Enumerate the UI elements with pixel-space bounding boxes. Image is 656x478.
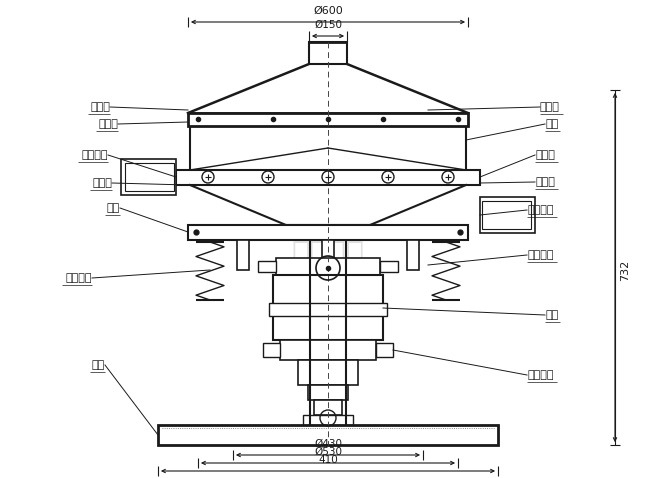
Bar xyxy=(273,275,383,340)
Text: 挡球环: 挡球环 xyxy=(535,150,555,160)
Bar xyxy=(322,240,334,270)
Text: 弹跳球: 弹跳球 xyxy=(535,177,555,187)
Text: 电机: 电机 xyxy=(545,310,558,320)
Text: 粗出料口: 粗出料口 xyxy=(81,150,108,160)
Bar xyxy=(158,425,498,445)
Text: Ø430: Ø430 xyxy=(314,439,342,449)
Bar xyxy=(276,258,380,275)
Text: 410: 410 xyxy=(318,455,338,465)
Bar xyxy=(314,400,342,415)
Text: 底框: 底框 xyxy=(107,203,120,213)
Bar xyxy=(309,42,347,64)
Bar xyxy=(188,113,468,126)
Text: Ø600: Ø600 xyxy=(313,6,343,16)
Bar xyxy=(176,170,480,185)
Text: Ø150: Ø150 xyxy=(314,20,342,30)
Text: 减振弹簧: 减振弹簧 xyxy=(66,273,92,283)
Text: 上部重锤: 上部重锤 xyxy=(527,250,554,260)
Text: 细出料口: 细出料口 xyxy=(527,205,554,215)
Bar xyxy=(280,340,376,360)
Bar xyxy=(188,225,468,240)
Text: 进料口: 进料口 xyxy=(540,102,560,112)
Bar xyxy=(380,261,398,272)
Bar xyxy=(480,197,535,233)
Bar xyxy=(237,240,249,270)
Bar xyxy=(121,159,176,195)
Bar xyxy=(258,261,276,272)
Text: 大束环: 大束环 xyxy=(92,178,112,188)
Text: 小束环: 小束环 xyxy=(98,119,118,129)
Bar xyxy=(376,343,393,357)
Text: 大汉机械: 大汉机械 xyxy=(291,240,365,270)
Bar xyxy=(263,343,280,357)
Bar xyxy=(298,360,358,385)
Text: 732: 732 xyxy=(620,260,630,281)
Bar xyxy=(407,240,419,270)
Bar xyxy=(482,201,531,229)
Bar xyxy=(308,385,348,400)
Text: 底座: 底座 xyxy=(92,360,105,370)
Text: 上框: 上框 xyxy=(545,119,558,129)
Text: 防尘盖: 防尘盖 xyxy=(90,102,110,112)
Bar xyxy=(269,303,387,316)
Bar xyxy=(303,415,353,425)
Text: Ø530: Ø530 xyxy=(314,447,342,457)
Bar xyxy=(125,163,174,191)
Text: 下部重锤: 下部重锤 xyxy=(527,370,554,380)
